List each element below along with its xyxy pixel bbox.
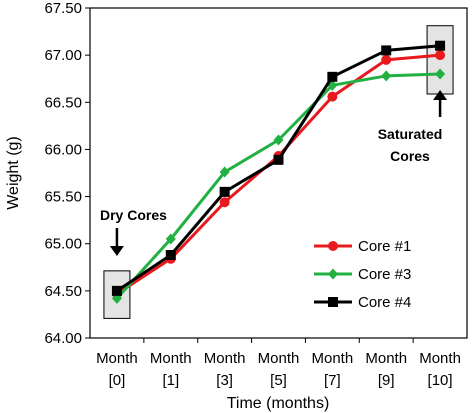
legend-swatch-marker bbox=[328, 268, 338, 280]
data-point bbox=[165, 233, 176, 245]
y-tick-label: 66.00 bbox=[44, 141, 82, 158]
data-point bbox=[111, 285, 122, 296]
x-tick-label-sub: [3] bbox=[216, 372, 233, 389]
arrow-head bbox=[433, 90, 448, 100]
data-point bbox=[273, 134, 284, 146]
legend-swatch-marker bbox=[328, 297, 338, 307]
legend-swatch-marker bbox=[328, 241, 338, 251]
annotation-dry-cores: Dry Cores bbox=[100, 207, 167, 256]
legend-label: Core #3 bbox=[358, 266, 411, 283]
y-tick-label: 67.00 bbox=[44, 47, 82, 64]
data-point bbox=[219, 197, 230, 208]
data-point bbox=[327, 71, 338, 82]
x-tick-label-sub: [9] bbox=[378, 372, 395, 389]
x-tick-label-sub: [7] bbox=[324, 372, 341, 389]
y-tick-label: 64.00 bbox=[44, 330, 82, 347]
y-tick-label: 64.50 bbox=[44, 283, 82, 300]
arrow-down-icon bbox=[109, 228, 124, 256]
x-tick-label-sub: [5] bbox=[270, 372, 287, 389]
legend: Core #1 Core #3 Core #4 bbox=[308, 228, 438, 320]
x-axis-title: Time (months) bbox=[227, 395, 330, 412]
data-point bbox=[165, 250, 176, 261]
y-axis: 64.00 64.50 65.00 65.50 66.00 66.50 67.00 67.50 bbox=[44, 0, 90, 347]
y-tick-label: 67.50 bbox=[44, 0, 82, 17]
x-tick-label: Month bbox=[96, 350, 138, 367]
x-tick-label-sub: [1] bbox=[162, 372, 179, 389]
x-tick-label: Month bbox=[312, 350, 354, 367]
data-point bbox=[327, 91, 338, 102]
arrow-head bbox=[109, 246, 124, 256]
data-point bbox=[381, 45, 392, 56]
x-tick-label: Month bbox=[258, 350, 300, 367]
legend-label: Core #1 bbox=[358, 238, 411, 255]
y-tick-label: 65.00 bbox=[44, 236, 82, 253]
data-point bbox=[435, 40, 446, 51]
x-tick-label-sub: [0] bbox=[109, 372, 126, 389]
legend-item: Core #4 bbox=[314, 294, 411, 311]
y-tick-label: 66.50 bbox=[44, 94, 82, 111]
x-axis: Month [0] Month [1] Month [3] Month [5] Month [7]… bbox=[96, 338, 461, 389]
legend-item: Core #3 bbox=[314, 266, 411, 283]
annotation-saturated-label-line2: Cores bbox=[390, 148, 430, 164]
data-point bbox=[435, 50, 446, 61]
x-tick-label: Month bbox=[150, 350, 192, 367]
data-point bbox=[219, 166, 230, 178]
x-tick-label: Month bbox=[365, 350, 407, 367]
annotation-saturated-cores: Saturated Cores bbox=[378, 90, 448, 164]
series-3 bbox=[111, 40, 446, 296]
data-point bbox=[435, 68, 446, 80]
data-point bbox=[273, 154, 284, 165]
y-axis-title: Weight (g) bbox=[5, 136, 22, 210]
arrow-up-icon bbox=[433, 90, 448, 117]
series-layer bbox=[111, 40, 446, 304]
annotation-saturated-label-line1: Saturated bbox=[378, 126, 443, 142]
y-tick-label: 65.50 bbox=[44, 189, 82, 206]
x-tick-label: Month bbox=[204, 350, 246, 367]
legend-label: Core #4 bbox=[358, 294, 411, 311]
data-point bbox=[381, 70, 392, 82]
data-point bbox=[219, 186, 230, 197]
data-point bbox=[381, 54, 392, 65]
x-tick-label: Month bbox=[419, 350, 461, 367]
legend-item: Core #1 bbox=[314, 238, 411, 255]
annotation-dry-cores-label: Dry Cores bbox=[100, 207, 167, 223]
x-tick-label-sub: [10] bbox=[428, 372, 453, 389]
